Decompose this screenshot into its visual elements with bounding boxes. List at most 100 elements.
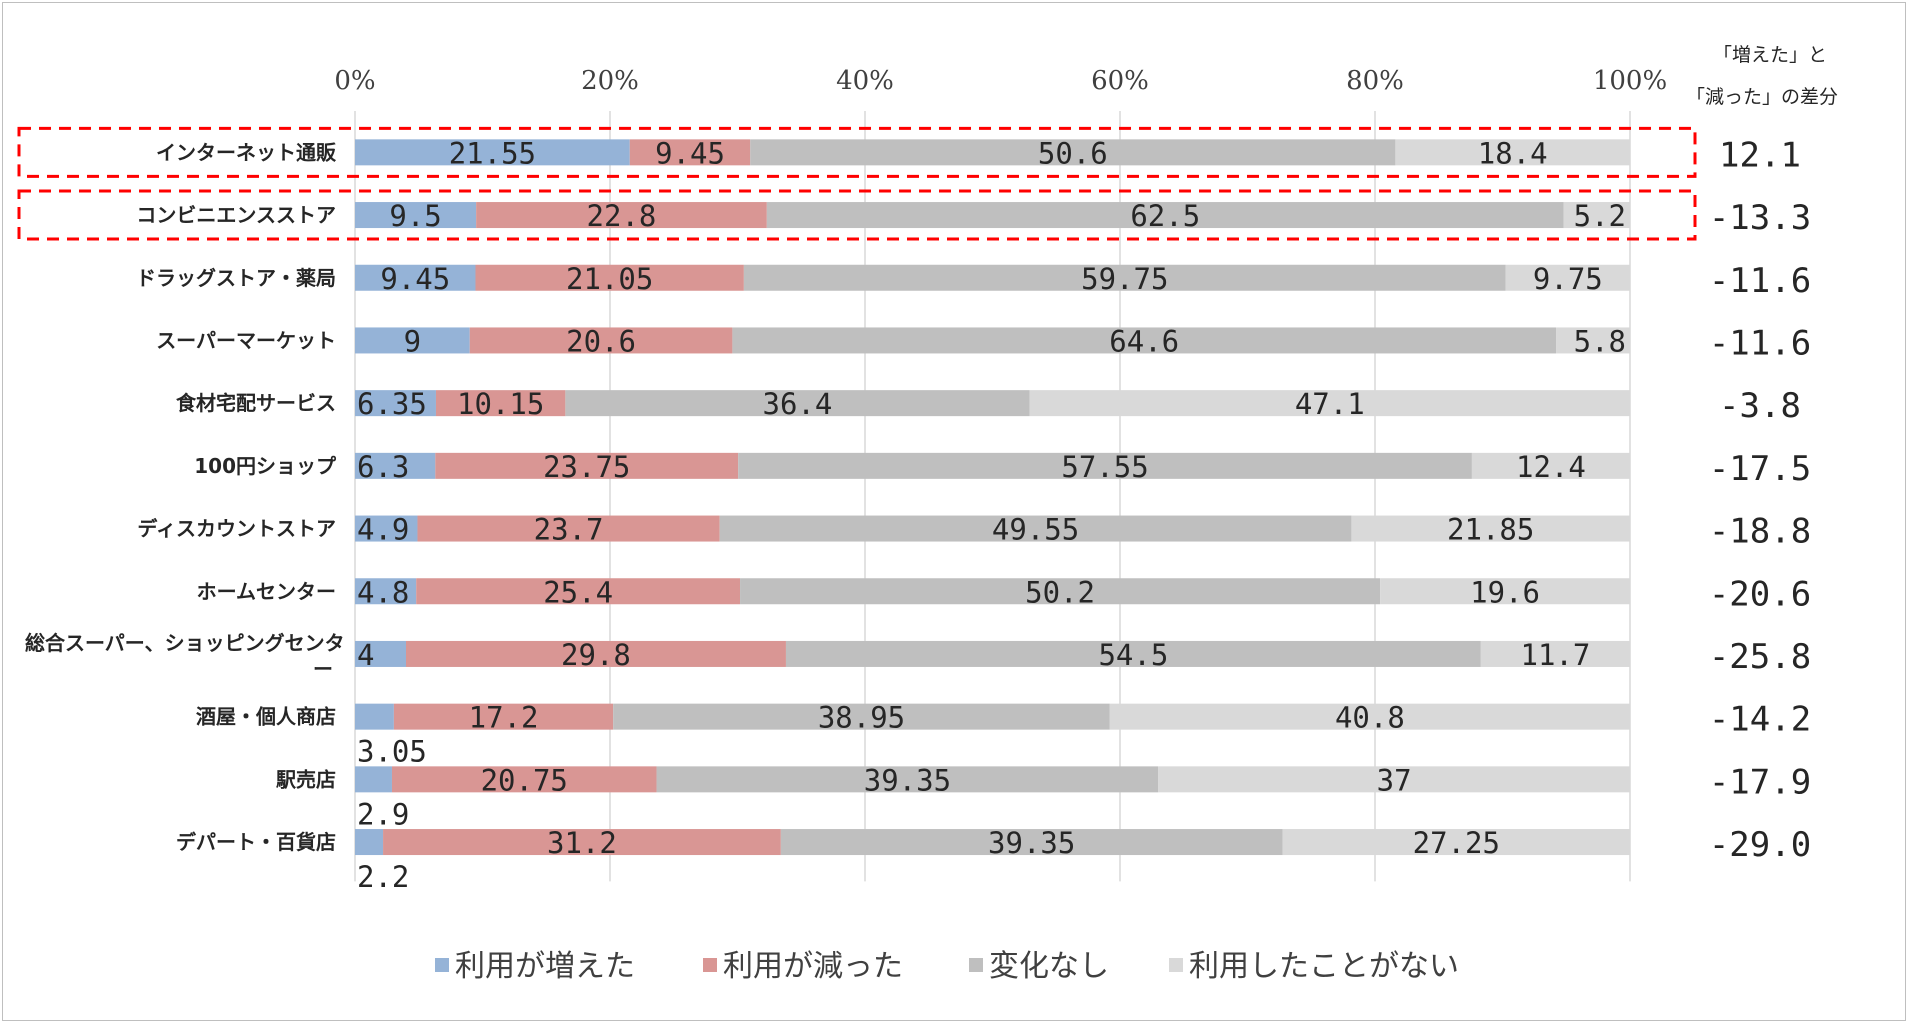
data-label: 59.75 (1081, 262, 1168, 296)
data-label: 21.85 (1447, 513, 1534, 547)
data-label: 21.55 (449, 136, 536, 170)
difference-value: -25.8 (1709, 637, 1811, 677)
x-tick-label: 40% (836, 66, 894, 96)
bar-segment (406, 640, 786, 667)
bar-segment (383, 829, 781, 856)
data-label: 38.95 (818, 701, 905, 735)
bar-segment (766, 202, 1564, 229)
bar-segment (740, 578, 1381, 605)
data-label: 62.5 (1130, 199, 1200, 233)
data-label: 31.2 (547, 826, 617, 860)
difference-value: -11.6 (1709, 323, 1811, 363)
difference-value: 12.1 (1719, 135, 1801, 175)
category-label: 100円ショップ (194, 454, 337, 478)
data-label: 19.6 (1470, 575, 1540, 609)
bar-segment (613, 703, 1110, 730)
bar-segment (355, 139, 630, 166)
data-label: 54.5 (1098, 638, 1168, 672)
difference-value: -11.6 (1709, 261, 1811, 301)
data-label: 25.4 (543, 575, 613, 609)
category-label: デパート・百貨店 (176, 830, 336, 854)
x-tick-label: 0% (334, 66, 375, 96)
stacked-bar-chart: 0% 20% 40% 60% 80% 100% インターネット通販 21.55 9.45 50.6… (17, 44, 1838, 984)
data-label: 5.2 (1574, 199, 1626, 233)
bar-segment (355, 766, 392, 793)
x-tick-label: 60% (1091, 66, 1149, 96)
bar-segment (355, 515, 418, 542)
data-label: 37 (1377, 763, 1412, 797)
bar-segment (416, 578, 741, 605)
bar-segment (1380, 578, 1630, 605)
bar-segment (719, 515, 1352, 542)
data-label: 11.7 (1520, 638, 1590, 672)
data-label: 9.45 (380, 262, 450, 296)
data-label: 9.5 (389, 199, 441, 233)
category-label: インターネット通販 (156, 140, 337, 164)
bar-segment (1029, 390, 1630, 417)
bar-segment (355, 390, 436, 417)
data-label: 40.8 (1335, 701, 1405, 735)
bar-segment (355, 452, 436, 479)
data-label: 49.55 (992, 513, 1079, 547)
difference-value: -17.9 (1709, 762, 1811, 802)
data-label: 27.25 (1413, 826, 1500, 860)
bar-segment (629, 139, 751, 166)
data-label: 6.35 (357, 387, 427, 421)
difference-value: -18.8 (1709, 512, 1811, 552)
data-label: 64.6 (1109, 324, 1179, 358)
bar-segment (476, 202, 767, 229)
legend-swatch (703, 958, 717, 972)
data-label: 3.05 (357, 735, 427, 769)
category-label: 食材宅配サービス (176, 391, 336, 415)
category-label: ディスカウントストア (137, 517, 336, 541)
category-label: 酒屋・個人商店 (196, 705, 336, 729)
data-label: 10.15 (457, 387, 544, 421)
difference-value: -17.5 (1709, 449, 1811, 489)
x-tick-label: 80% (1346, 66, 1404, 96)
difference-header-line1: 「増えた」と (1713, 44, 1827, 66)
data-label: 2.2 (357, 860, 409, 894)
data-label: 4.9 (357, 513, 409, 547)
legend-label: 利用が増えた (455, 949, 635, 984)
bar-segment (355, 578, 417, 605)
x-tick-label: 100% (1593, 66, 1667, 96)
bar-segment (435, 452, 739, 479)
bar-segment (417, 515, 720, 542)
bar-segment (750, 139, 1396, 166)
bar-segment (1471, 452, 1630, 479)
bar-segment (732, 327, 1557, 354)
bar-segment (785, 640, 1481, 667)
category-label: 総合スーパー、ショッピングセンタ (25, 631, 345, 655)
data-label: 20.6 (566, 324, 636, 358)
bar-segment (1480, 640, 1630, 667)
bar-segment (393, 703, 614, 730)
bar-segment (1563, 202, 1630, 229)
bar-segment (1505, 264, 1630, 291)
bar-segment (738, 452, 1472, 479)
data-label: 39.35 (988, 826, 1075, 860)
data-label: 20.75 (481, 763, 568, 797)
data-label: 50.2 (1025, 575, 1095, 609)
bar-segment (780, 829, 1283, 856)
data-label: 9.45 (655, 136, 725, 170)
x-tick-label: 20% (581, 66, 639, 96)
difference-header-line2: 「減った」の差分 (1686, 86, 1838, 108)
legend-label: 変化なし (989, 949, 1109, 984)
bar-segment (1158, 766, 1630, 793)
legend-label: 利用が減った (723, 949, 903, 984)
category-label-line2: ー (313, 657, 333, 681)
bar-segment (355, 703, 394, 730)
difference-value: -13.3 (1709, 198, 1811, 238)
data-label: 2.9 (357, 797, 409, 831)
bar-segment (565, 390, 1030, 417)
bar-segment (355, 264, 476, 291)
bar-segment (743, 264, 1506, 291)
category-label: ドラッグストア・薬局 (136, 266, 336, 290)
bar-segment (355, 202, 477, 229)
data-label: 21.05 (566, 262, 653, 296)
bar-segment (656, 766, 1159, 793)
bar-segment (355, 640, 406, 667)
bar-segment (1282, 829, 1630, 856)
bar-segment (469, 327, 733, 354)
legend-swatch (435, 958, 449, 972)
